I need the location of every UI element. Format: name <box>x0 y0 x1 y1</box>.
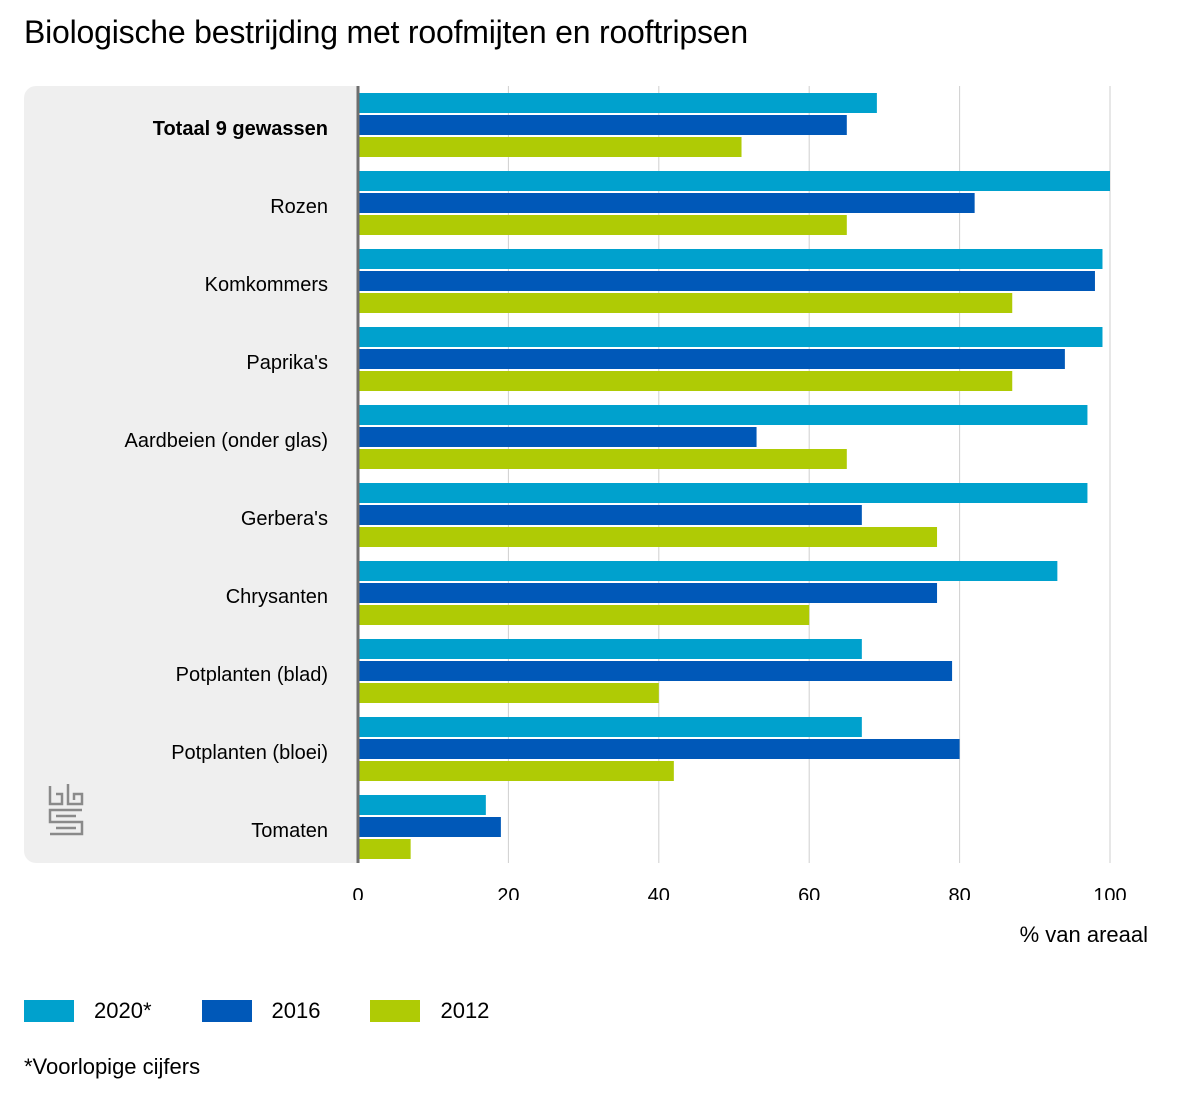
bar-2020-5 <box>358 483 1088 503</box>
bar-2012-9 <box>358 839 411 859</box>
bar-2012-5 <box>358 527 938 547</box>
bar-2012-3 <box>358 371 1013 391</box>
bar-2020-7 <box>358 639 862 659</box>
x-tick-label-40: 40 <box>648 885 670 900</box>
bar-2016-7 <box>358 661 953 681</box>
bar-2020-4 <box>358 405 1088 425</box>
legend-item-2016[interactable]: 2016 <box>201 998 321 1024</box>
y-category-label-1: Rozen <box>270 196 328 218</box>
legend-label-2020: 2020* <box>94 998 152 1023</box>
y-category-label-0: Totaal 9 gewassen <box>153 118 328 140</box>
bar-2020-2 <box>358 249 1103 269</box>
bar-2016-8 <box>358 739 960 759</box>
bar-2016-4 <box>358 427 757 447</box>
bar-2012-6 <box>358 605 810 625</box>
y-category-label-3: Paprika's <box>246 352 328 374</box>
cbs-logo <box>48 784 84 836</box>
x-tick-label-80: 80 <box>948 885 970 900</box>
x-tick-label-60: 60 <box>798 885 820 900</box>
bar-2020-1 <box>358 171 1110 191</box>
legend: 2020* 2016 2012 <box>24 998 539 1024</box>
bar-2016-2 <box>358 271 1095 291</box>
y-category-label-5: Gerbera's <box>241 508 328 530</box>
bar-2020-8 <box>358 717 862 737</box>
bar-2016-6 <box>358 583 938 603</box>
bar-2012-2 <box>358 293 1013 313</box>
bar-chart: 0 20 40 60 80 100 Totaal 9 gewassen Rozen Komkom… <box>125 86 1127 900</box>
bar-2012-1 <box>358 215 847 235</box>
y-category-label-6: Chrysanten <box>226 586 328 608</box>
bar-2020-0 <box>358 93 877 113</box>
x-axis-title: % van areaal <box>1019 922 1148 947</box>
bar-2012-4 <box>358 449 847 469</box>
bar-2016-0 <box>358 115 847 135</box>
bar-2016-1 <box>358 193 975 213</box>
bar-2016-3 <box>358 349 1065 369</box>
y-category-label-2: Komkommers <box>205 274 328 296</box>
footnote: *Voorlopige cijfers <box>24 1054 201 1079</box>
legend-item-2012[interactable]: 2012 <box>370 998 489 1024</box>
bar-2020-3 <box>358 327 1103 347</box>
legend-label-2016: 2016 <box>271 998 321 1023</box>
x-tick-label-100: 100 <box>1093 885 1126 900</box>
legend-item-2020[interactable]: 2020* <box>24 998 152 1024</box>
category-label-panel <box>24 86 358 863</box>
bar-2020-9 <box>358 795 486 815</box>
bar-2016-5 <box>358 505 862 525</box>
legend-swatch-2016 <box>201 1000 252 1022</box>
chart-title: Biologische bestrijding met roofmijten e… <box>24 14 748 50</box>
x-tick-label-20: 20 <box>497 885 519 900</box>
legend-swatch-2020 <box>24 1000 74 1022</box>
bar-2020-6 <box>358 561 1058 581</box>
bar-2012-8 <box>358 761 674 781</box>
x-tick-label-0: 0 <box>352 885 363 900</box>
legend-label-2012: 2012 <box>440 998 490 1023</box>
legend-swatch-2012 <box>370 1000 421 1022</box>
y-category-label-4: Aardbeien (onder glas) <box>125 430 328 452</box>
bar-2012-7 <box>358 683 659 703</box>
y-category-label-9: Tomaten <box>251 820 328 842</box>
y-category-label-7: Potplanten (blad) <box>176 664 328 686</box>
bar-2016-9 <box>358 817 501 837</box>
bar-2012-0 <box>358 137 742 157</box>
y-category-label-8: Potplanten (bloei) <box>171 742 328 764</box>
